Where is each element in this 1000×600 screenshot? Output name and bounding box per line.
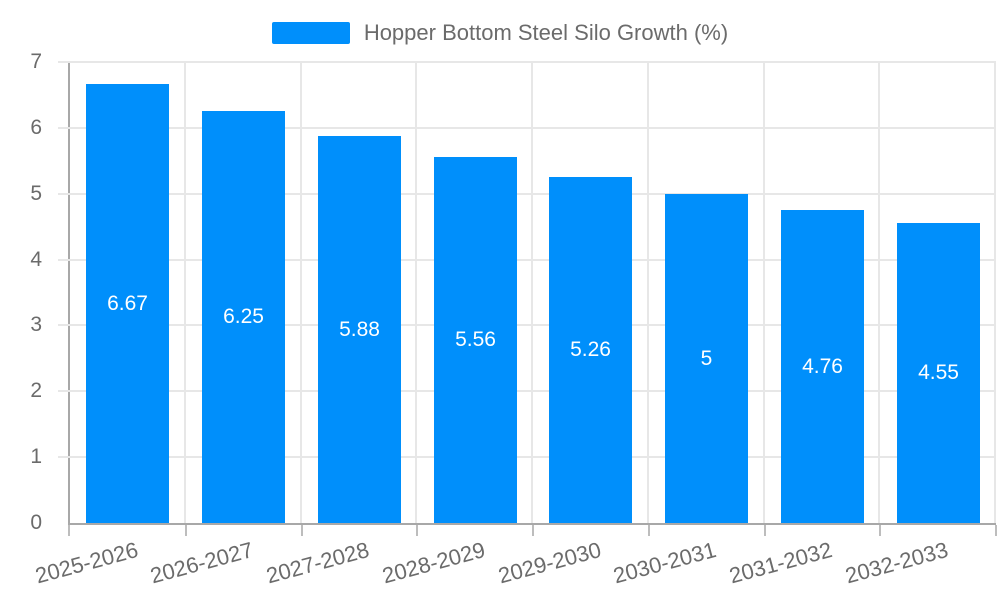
bar[interactable]: 6.67 bbox=[86, 84, 169, 523]
h-gridline bbox=[58, 258, 996, 261]
x-axis-tick bbox=[416, 525, 419, 536]
bar-value-label: 6.67 bbox=[107, 291, 148, 315]
h-gridline bbox=[58, 192, 996, 195]
v-gridline bbox=[646, 62, 649, 523]
y-tick-label: 2 bbox=[30, 379, 42, 403]
y-tick-label: 1 bbox=[30, 445, 42, 469]
h-gridline bbox=[58, 456, 996, 459]
x-axis-tick bbox=[647, 525, 650, 536]
x-axis-tick bbox=[532, 525, 534, 536]
x-axis-tick bbox=[68, 525, 70, 536]
legend-swatch-icon bbox=[271, 22, 350, 44]
x-tick-label: 2029-2030 bbox=[495, 537, 604, 589]
bar-value-label: 5.56 bbox=[455, 328, 496, 351]
bar[interactable]: 6.25 bbox=[202, 111, 285, 523]
bar[interactable]: 4.55 bbox=[897, 223, 980, 523]
x-axis-tick bbox=[995, 525, 997, 536]
h-gridline bbox=[58, 390, 996, 393]
legend-label: Hopper Bottom Steel Silo Growth (%) bbox=[363, 20, 729, 45]
x-tick-label: 2028-2029 bbox=[379, 537, 488, 589]
v-gridline bbox=[183, 62, 186, 523]
x-axis-tick bbox=[300, 525, 303, 536]
y-tick-label: 7 bbox=[30, 50, 42, 73]
bar-value-label: 5 bbox=[700, 346, 713, 370]
h-gridline bbox=[58, 126, 996, 129]
h-gridline bbox=[58, 324, 996, 327]
bar-value-label: 6.25 bbox=[223, 305, 264, 328]
v-gridline bbox=[762, 62, 765, 523]
x-axis-labels: 2025-2026 2026-2027 2027-2028 2028-2029 2029… bbox=[32, 533, 994, 600]
bar[interactable]: 5.26 bbox=[549, 177, 632, 523]
x-axis-tick bbox=[184, 525, 187, 536]
bar-value-label: 5.88 bbox=[339, 317, 380, 341]
y-axis-labels: 0 1 2 3 4 5 6 7 bbox=[0, 50, 46, 534]
bar-value-label: 4.76 bbox=[802, 354, 843, 378]
x-tick-label: 2027-2028 bbox=[263, 537, 372, 589]
x-tick-label: 2026-2027 bbox=[147, 537, 257, 589]
bar-value-label: 4.55 bbox=[918, 361, 959, 384]
bar[interactable]: 5.88 bbox=[318, 136, 401, 523]
x-tick-label: 2031-2032 bbox=[726, 537, 835, 589]
v-gridline bbox=[994, 62, 996, 523]
v-gridline bbox=[299, 62, 302, 523]
x-axis-tick bbox=[763, 525, 766, 536]
plot-area: 6.67 6.25 5.88 5.56 5.26 5 4.76 4.55 bbox=[58, 61, 997, 536]
v-gridline bbox=[415, 62, 418, 523]
y-tick-label: 5 bbox=[30, 181, 42, 205]
bar[interactable]: 4.76 bbox=[781, 210, 864, 523]
v-gridline bbox=[531, 62, 533, 523]
chart-legend[interactable]: Hopper Bottom Steel Silo Growth (%) bbox=[0, 20, 1000, 46]
bar[interactable]: 5 bbox=[665, 194, 748, 523]
x-tick-label: 2030-2031 bbox=[610, 537, 720, 589]
y-tick-label: 0 bbox=[30, 511, 42, 534]
bar-value-label: 5.26 bbox=[570, 338, 611, 361]
x-tick-label: 2032-2033 bbox=[842, 537, 951, 589]
bar[interactable]: 5.56 bbox=[434, 157, 517, 523]
y-tick-label: 3 bbox=[30, 313, 42, 337]
h-gridline bbox=[58, 61, 996, 63]
y-tick-label: 6 bbox=[30, 115, 42, 139]
x-tick-label: 2025-2026 bbox=[32, 537, 141, 589]
y-tick-label: 4 bbox=[30, 247, 42, 271]
x-axis-tick bbox=[879, 525, 882, 536]
v-gridline bbox=[878, 62, 881, 523]
